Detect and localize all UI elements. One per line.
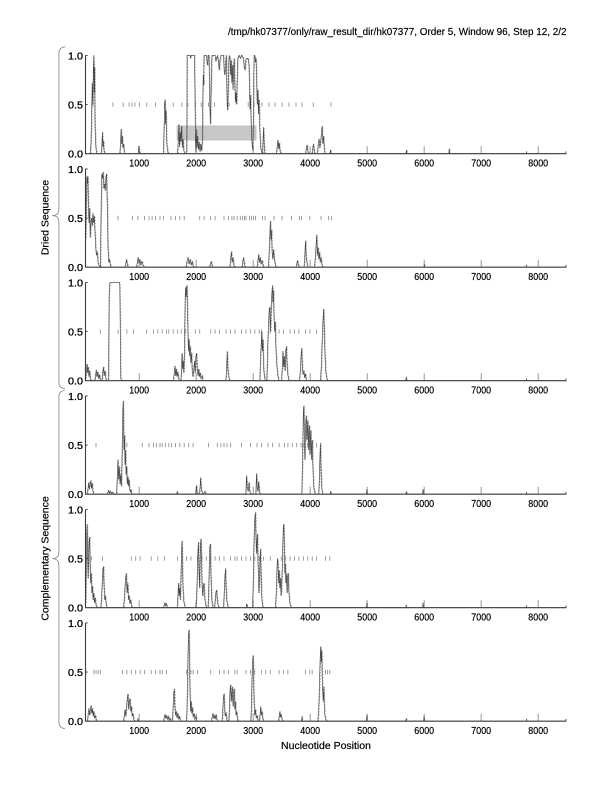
svg-text:8000: 8000 [528,386,548,397]
svg-text:3000: 3000 [243,726,263,737]
svg-text:3000: 3000 [243,613,263,624]
svg-text:1.0: 1.0 [68,392,83,403]
svg-text:Complementary Sequence: Complementary Sequence [40,496,52,620]
svg-text:1.0: 1.0 [68,278,83,289]
svg-text:7000: 7000 [471,386,491,397]
svg-text:0.5: 0.5 [68,101,83,112]
svg-text:/tmp/hk07377/only/raw_result_d: /tmp/hk07377/only/raw_result_dir/hk07377… [228,27,567,38]
svg-text:Nucleotide Position: Nucleotide Position [281,740,371,752]
svg-text:0.0: 0.0 [68,604,83,615]
svg-text:2000: 2000 [186,159,206,170]
svg-text:5000: 5000 [357,159,377,170]
svg-text:8000: 8000 [528,272,548,283]
svg-text:0.5: 0.5 [68,328,83,339]
svg-text:3000: 3000 [243,499,263,510]
svg-text:8000: 8000 [528,499,548,510]
svg-text:1.0: 1.0 [68,505,83,516]
svg-text:8000: 8000 [528,159,548,170]
svg-text:6000: 6000 [414,499,434,510]
svg-text:4000: 4000 [300,726,320,737]
svg-text:4000: 4000 [300,386,320,397]
svg-text:6000: 6000 [414,613,434,624]
svg-text:1.0: 1.0 [68,165,83,176]
svg-text:0.0: 0.0 [68,377,83,388]
svg-text:3000: 3000 [243,386,263,397]
svg-text:3000: 3000 [243,159,263,170]
svg-text:5000: 5000 [357,386,377,397]
svg-text:5000: 5000 [357,726,377,737]
svg-text:8000: 8000 [528,726,548,737]
svg-text:2000: 2000 [186,272,206,283]
svg-text:7000: 7000 [471,159,491,170]
svg-text:1.0: 1.0 [68,51,83,62]
svg-text:6000: 6000 [414,386,434,397]
svg-text:0.5: 0.5 [68,555,83,566]
svg-text:0.0: 0.0 [68,150,83,161]
svg-text:4000: 4000 [300,159,320,170]
svg-text:2000: 2000 [186,499,206,510]
svg-text:4000: 4000 [300,499,320,510]
svg-text:2000: 2000 [186,386,206,397]
svg-text:3000: 3000 [243,272,263,283]
svg-text:2000: 2000 [186,613,206,624]
svg-text:0.0: 0.0 [68,490,83,501]
svg-text:2000: 2000 [186,726,206,737]
svg-text:7000: 7000 [471,613,491,624]
svg-text:6000: 6000 [414,159,434,170]
svg-text:6000: 6000 [414,272,434,283]
svg-text:1.0: 1.0 [68,619,83,630]
svg-text:6000: 6000 [414,726,434,737]
svg-text:0.5: 0.5 [68,214,83,225]
svg-text:1000: 1000 [129,272,149,283]
svg-text:5000: 5000 [357,272,377,283]
svg-text:0.5: 0.5 [68,668,83,679]
svg-text:5000: 5000 [357,499,377,510]
svg-text:4000: 4000 [300,272,320,283]
svg-text:7000: 7000 [471,272,491,283]
svg-text:4000: 4000 [300,613,320,624]
svg-text:1000: 1000 [129,726,149,737]
svg-text:7000: 7000 [471,499,491,510]
svg-text:1000: 1000 [129,613,149,624]
svg-text:8000: 8000 [528,613,548,624]
svg-text:5000: 5000 [357,613,377,624]
svg-text:7000: 7000 [471,726,491,737]
svg-text:1000: 1000 [129,386,149,397]
svg-text:0.5: 0.5 [68,441,83,452]
svg-text:Dried Sequence: Dried Sequence [40,180,52,255]
svg-text:1000: 1000 [129,499,149,510]
svg-text:1000: 1000 [129,159,149,170]
svg-text:0.0: 0.0 [68,717,83,728]
svg-text:0.0: 0.0 [68,263,83,274]
